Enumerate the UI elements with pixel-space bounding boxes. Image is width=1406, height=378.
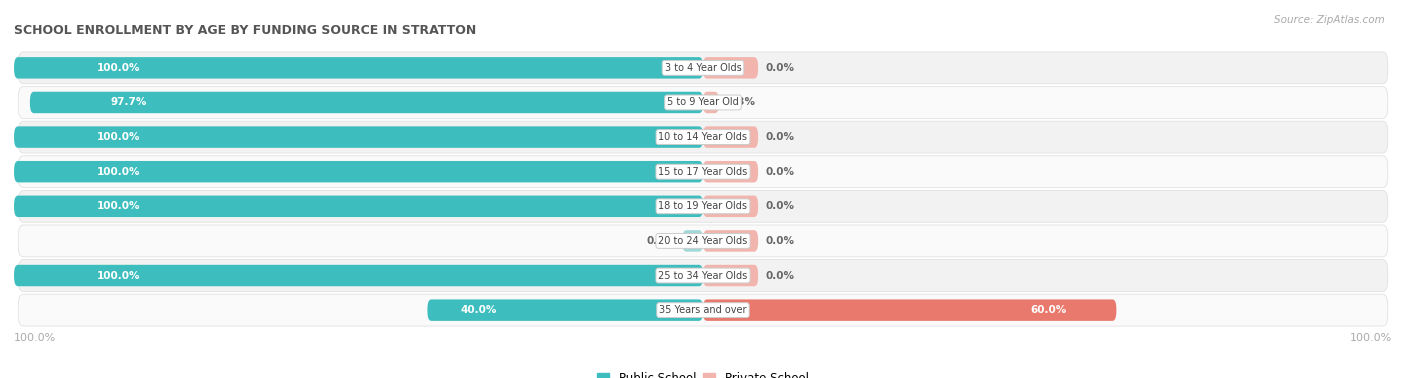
FancyBboxPatch shape xyxy=(703,195,758,217)
FancyBboxPatch shape xyxy=(18,191,1388,222)
FancyBboxPatch shape xyxy=(14,161,703,183)
FancyBboxPatch shape xyxy=(30,92,703,113)
Text: 100.0%: 100.0% xyxy=(14,333,56,342)
FancyBboxPatch shape xyxy=(18,294,1388,326)
FancyBboxPatch shape xyxy=(14,126,703,148)
Text: 0.0%: 0.0% xyxy=(765,201,794,211)
Text: 2.3%: 2.3% xyxy=(725,98,755,107)
FancyBboxPatch shape xyxy=(703,161,758,183)
FancyBboxPatch shape xyxy=(703,92,718,113)
Text: 5 to 9 Year Old: 5 to 9 Year Old xyxy=(666,98,740,107)
Text: 97.7%: 97.7% xyxy=(111,98,148,107)
FancyBboxPatch shape xyxy=(18,87,1388,118)
FancyBboxPatch shape xyxy=(18,156,1388,187)
Text: 18 to 19 Year Olds: 18 to 19 Year Olds xyxy=(658,201,748,211)
FancyBboxPatch shape xyxy=(703,299,1116,321)
Text: 0.0%: 0.0% xyxy=(765,236,794,246)
FancyBboxPatch shape xyxy=(18,260,1388,291)
Text: 0.0%: 0.0% xyxy=(765,271,794,280)
Text: 15 to 17 Year Olds: 15 to 17 Year Olds xyxy=(658,167,748,177)
Text: 0.0%: 0.0% xyxy=(765,63,794,73)
Text: 100.0%: 100.0% xyxy=(97,132,141,142)
Text: 100.0%: 100.0% xyxy=(97,201,141,211)
Text: 25 to 34 Year Olds: 25 to 34 Year Olds xyxy=(658,271,748,280)
FancyBboxPatch shape xyxy=(18,121,1388,153)
Text: 60.0%: 60.0% xyxy=(1031,305,1067,315)
Legend: Public School, Private School: Public School, Private School xyxy=(593,367,813,378)
FancyBboxPatch shape xyxy=(18,52,1388,84)
Text: 40.0%: 40.0% xyxy=(461,305,496,315)
FancyBboxPatch shape xyxy=(427,299,703,321)
FancyBboxPatch shape xyxy=(682,230,703,252)
Text: 0.0%: 0.0% xyxy=(647,236,675,246)
Text: 3 to 4 Year Olds: 3 to 4 Year Olds xyxy=(665,63,741,73)
Text: 35 Years and over: 35 Years and over xyxy=(659,305,747,315)
FancyBboxPatch shape xyxy=(703,230,758,252)
Text: 0.0%: 0.0% xyxy=(765,132,794,142)
Text: 100.0%: 100.0% xyxy=(97,63,141,73)
FancyBboxPatch shape xyxy=(703,126,758,148)
Text: 20 to 24 Year Olds: 20 to 24 Year Olds xyxy=(658,236,748,246)
Text: 100.0%: 100.0% xyxy=(97,271,141,280)
Text: 0.0%: 0.0% xyxy=(765,167,794,177)
Text: 100.0%: 100.0% xyxy=(97,167,141,177)
FancyBboxPatch shape xyxy=(14,265,703,286)
FancyBboxPatch shape xyxy=(703,265,758,286)
FancyBboxPatch shape xyxy=(14,195,703,217)
Text: 100.0%: 100.0% xyxy=(1350,333,1392,342)
Text: 10 to 14 Year Olds: 10 to 14 Year Olds xyxy=(658,132,748,142)
Text: Source: ZipAtlas.com: Source: ZipAtlas.com xyxy=(1274,15,1385,25)
Text: SCHOOL ENROLLMENT BY AGE BY FUNDING SOURCE IN STRATTON: SCHOOL ENROLLMENT BY AGE BY FUNDING SOUR… xyxy=(14,24,477,37)
FancyBboxPatch shape xyxy=(14,57,703,79)
FancyBboxPatch shape xyxy=(18,225,1388,257)
FancyBboxPatch shape xyxy=(703,57,758,79)
